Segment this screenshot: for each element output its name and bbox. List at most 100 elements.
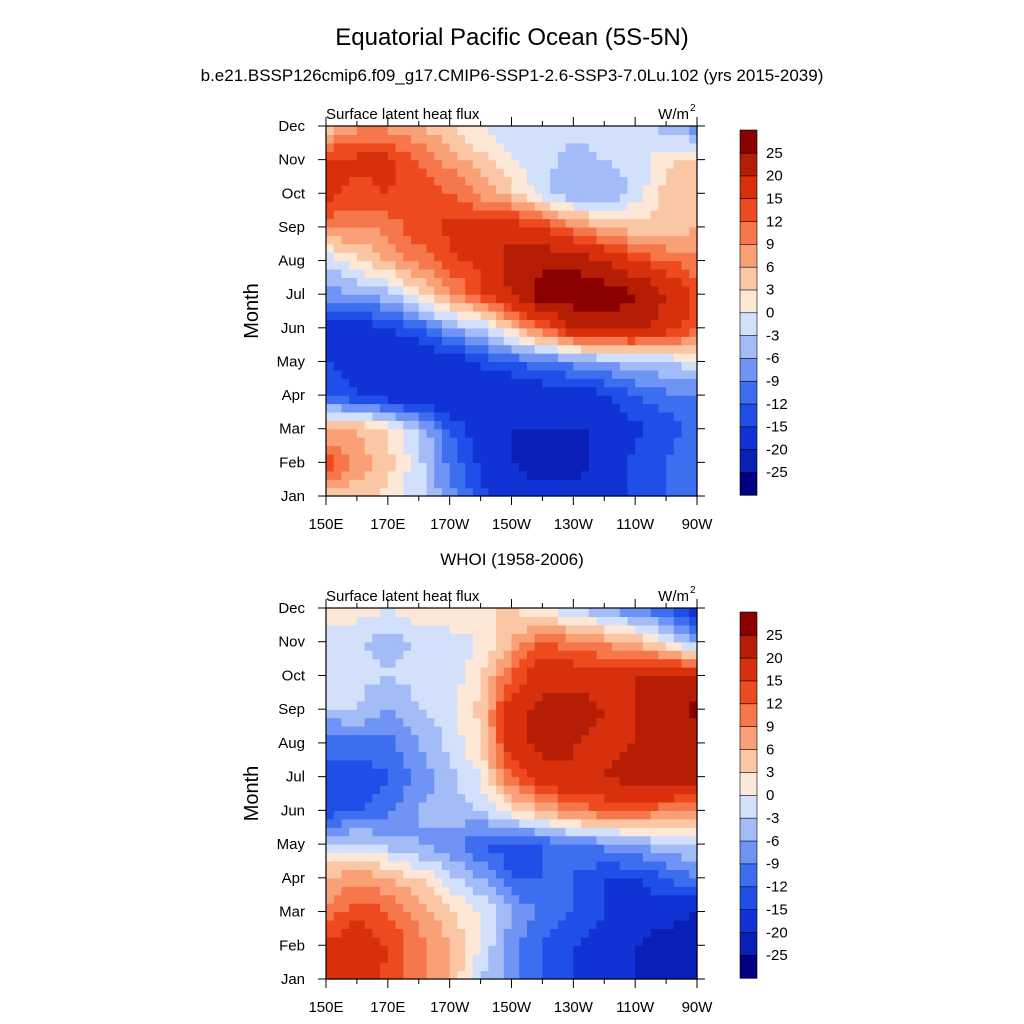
heatmap-cell bbox=[627, 608, 636, 618]
heatmap-cell bbox=[387, 734, 397, 744]
heatmap-cell bbox=[573, 641, 582, 651]
heatmap-cell bbox=[434, 700, 443, 710]
heatmap-cell bbox=[573, 210, 582, 220]
heatmap-cell bbox=[650, 210, 659, 220]
colorbar-swatch bbox=[739, 152, 758, 177]
heatmap-cell bbox=[611, 184, 621, 194]
heatmap-cell bbox=[519, 302, 528, 312]
heatmap-cell bbox=[681, 751, 690, 761]
heatmap-cell bbox=[542, 860, 551, 870]
heatmap-cell bbox=[550, 428, 559, 438]
heatmap-cell bbox=[565, 302, 574, 312]
heatmap-cell bbox=[588, 126, 598, 136]
heatmap-cell bbox=[465, 327, 474, 337]
heatmap-cell bbox=[403, 962, 412, 972]
heatmap-cell bbox=[557, 319, 567, 329]
heatmap-cell bbox=[511, 801, 520, 811]
heatmap-cell bbox=[642, 159, 652, 169]
heatmap-cell bbox=[395, 793, 404, 803]
heatmap-cell bbox=[635, 395, 644, 405]
heatmap-cell bbox=[496, 852, 505, 862]
heatmap-cell bbox=[658, 852, 667, 862]
heatmap-cell bbox=[349, 675, 358, 685]
heatmap-cell bbox=[604, 285, 613, 295]
heatmap-cell bbox=[341, 608, 350, 618]
heatmap-cell bbox=[326, 658, 335, 668]
heatmap-cell bbox=[326, 176, 335, 186]
heatmap-cell bbox=[666, 176, 675, 186]
heatmap-cell bbox=[526, 479, 536, 489]
heatmap-cell bbox=[364, 353, 373, 363]
heatmap-cell bbox=[364, 235, 373, 245]
heatmap-cell bbox=[666, 395, 675, 405]
heatmap-cell bbox=[573, 361, 582, 371]
heatmap-cell bbox=[689, 395, 698, 405]
heatmap-cell bbox=[333, 936, 343, 946]
heatmap-cell bbox=[604, 353, 613, 363]
heatmap-cell bbox=[326, 742, 335, 752]
heatmap-cell bbox=[418, 453, 428, 463]
heatmap-cell bbox=[457, 470, 466, 480]
heatmap-cell bbox=[658, 658, 667, 668]
heatmap-cell bbox=[364, 260, 373, 270]
heatmap-cell bbox=[550, 751, 559, 761]
heatmap-cell bbox=[496, 827, 505, 837]
heatmap-cell bbox=[465, 344, 474, 354]
heatmap-cell bbox=[395, 928, 404, 938]
heatmap-cell bbox=[604, 277, 613, 287]
heatmap-cell bbox=[395, 667, 404, 677]
heatmap-cell bbox=[565, 201, 574, 211]
heatmap-cell bbox=[496, 336, 505, 346]
heatmap-cell bbox=[604, 624, 613, 634]
heatmap-cell bbox=[526, 970, 536, 980]
heatmap-cell bbox=[604, 633, 613, 643]
heatmap-cell bbox=[441, 818, 451, 828]
heatmap-cell bbox=[326, 403, 335, 413]
heatmap-cell bbox=[356, 827, 366, 837]
heatmap-cell bbox=[364, 226, 373, 236]
heatmap-cell bbox=[426, 453, 435, 463]
heatmap-cell bbox=[465, 911, 474, 921]
heatmap-cell bbox=[380, 294, 389, 304]
heatmap-cell bbox=[349, 877, 358, 887]
heatmap-cell bbox=[565, 235, 574, 245]
heatmap-cell bbox=[380, 327, 389, 337]
heatmap-cell bbox=[565, 336, 574, 346]
heatmap-cell bbox=[611, 759, 621, 769]
heatmap-cell bbox=[619, 768, 629, 778]
heatmap-cell bbox=[519, 420, 528, 430]
heatmap-cell bbox=[387, 852, 397, 862]
heatmap-cell bbox=[418, 386, 428, 396]
colorbar-label: 20 bbox=[766, 168, 783, 185]
heatmap-cell bbox=[534, 962, 544, 972]
heatmap-cell bbox=[449, 911, 458, 921]
heatmap-cell bbox=[588, 810, 598, 820]
heatmap-cell bbox=[418, 437, 428, 447]
heatmap-cell bbox=[673, 928, 683, 938]
heatmap-cell bbox=[627, 462, 636, 472]
heatmap-cell bbox=[480, 479, 489, 489]
heatmap-cell bbox=[503, 420, 513, 430]
heatmap-cell bbox=[326, 953, 335, 963]
heatmap-cell bbox=[326, 869, 335, 879]
heatmap-cell bbox=[496, 759, 505, 769]
heatmap-cell bbox=[642, 395, 652, 405]
heatmap-cell bbox=[565, 344, 574, 354]
heatmap-cell bbox=[411, 970, 420, 980]
heatmap-cell bbox=[387, 193, 397, 203]
heatmap-cell bbox=[395, 470, 404, 480]
heatmap-cell bbox=[526, 877, 536, 887]
heatmap-cell bbox=[635, 759, 644, 769]
heatmap-cell bbox=[449, 692, 458, 702]
heatmap-cell bbox=[511, 285, 520, 295]
heatmap-cell bbox=[372, 742, 381, 752]
heatmap-cell bbox=[542, 159, 551, 169]
heatmap-cell bbox=[666, 420, 675, 430]
heatmap-cell bbox=[557, 683, 567, 693]
heatmap-cell bbox=[557, 844, 567, 854]
heatmap-cell bbox=[650, 311, 659, 321]
heatmap-cell bbox=[395, 176, 404, 186]
heatmap-cell bbox=[426, 336, 435, 346]
heatmap-cell bbox=[333, 294, 343, 304]
heatmap-cell bbox=[465, 709, 474, 719]
